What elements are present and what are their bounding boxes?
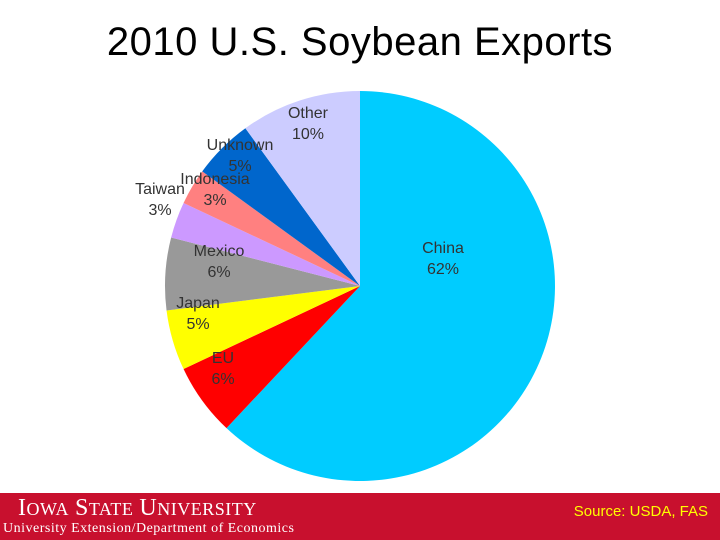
footer-bar <box>0 493 720 540</box>
slice-mexico <box>165 237 360 311</box>
department-text: University Extension/Department of Econo… <box>3 521 295 536</box>
slice-label-unknown: Unknown 5% <box>207 137 274 175</box>
slice-japan <box>166 286 360 370</box>
slice-label-other: Other 10% <box>288 105 329 143</box>
source-text: Source: USDA, FAS <box>573 503 708 520</box>
slice-china <box>226 91 555 481</box>
slice-taiwan <box>171 202 360 286</box>
university-logo: IOWA STATE UNIVERSITY <box>18 495 257 521</box>
slice-other <box>245 91 360 286</box>
slice-label-china: China 62% <box>422 240 464 278</box>
slice-eu <box>183 286 360 429</box>
slice-indonesia <box>183 171 360 286</box>
pie-labels: China 62% EU 6% Japan 5% Mexico 6%Taiwan 3%Indon… <box>135 105 464 388</box>
slice-label-mexico: Mexico 6% <box>194 243 245 281</box>
slice-label-indonesia: Indonesia 3% <box>180 171 249 209</box>
pie-slices <box>165 91 555 481</box>
pie-chart: China 62% EU 6% Japan 5% Mexico 6%Taiwan 3%Indon… <box>135 91 555 481</box>
slice-unknown <box>202 128 360 286</box>
slice-label-eu: EU 6% <box>211 350 234 388</box>
slice-label-japan: Japan 5% <box>176 295 220 333</box>
slice-label-taiwan: Taiwan 3% <box>135 181 185 219</box>
chart-title: 2010 U.S. Soybean Exports <box>106 20 614 64</box>
